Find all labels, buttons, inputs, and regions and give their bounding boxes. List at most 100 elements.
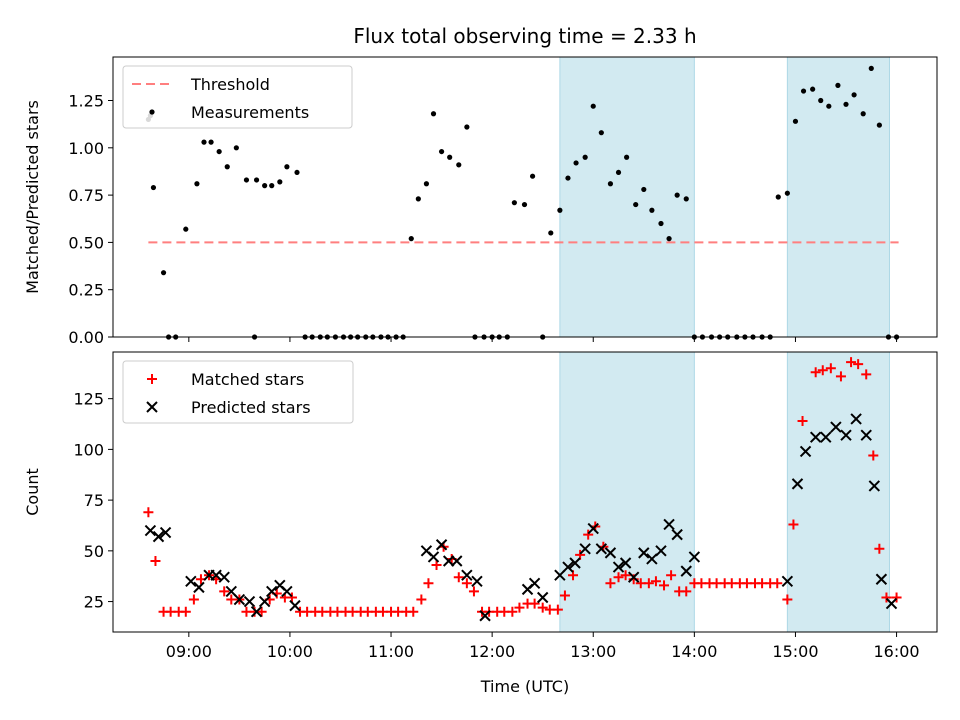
y-tick-label: 1.00 <box>68 139 104 158</box>
matched-star-point <box>529 598 540 609</box>
predicted-star-point <box>595 543 608 555</box>
matched-star-point <box>782 594 793 605</box>
matched-star-point <box>810 367 821 378</box>
predicted-star-point <box>875 573 888 585</box>
measurement-point <box>851 92 857 98</box>
x-tick-label: 10:00 <box>267 642 313 661</box>
predicted-star-point <box>619 557 632 569</box>
predicted-star-point <box>427 551 440 563</box>
matched-star-point <box>559 590 570 601</box>
measurement-point <box>582 154 588 160</box>
predicted-star-point <box>471 575 483 587</box>
measurement-point <box>633 201 639 208</box>
matched-star-point <box>431 560 442 571</box>
predicted-star-point <box>579 543 591 555</box>
measurement-point <box>201 139 207 145</box>
predicted-star-point <box>528 577 541 590</box>
matched-star-point <box>835 371 846 382</box>
measurement-point <box>565 175 571 181</box>
y-tick-label: 75 <box>84 491 104 510</box>
y-tick-label: 125 <box>73 390 104 409</box>
matched-star-point <box>537 602 548 613</box>
measurement-point <box>792 118 799 124</box>
predicted-star-point <box>840 429 852 441</box>
legend-matched-label: Matched stars <box>191 370 304 389</box>
predicted-star-point <box>627 571 640 583</box>
y-tick-label: 0.25 <box>68 281 104 300</box>
matched-star-point <box>788 519 799 530</box>
bottom-panel: 25 50 75 100 125 09:00 10:00 11:00 12:00 13:00 14:… <box>23 351 938 661</box>
measurement-point <box>277 179 283 185</box>
predicted-star-point <box>451 555 463 567</box>
matched-star-point <box>423 578 434 589</box>
matched-star-point <box>514 602 525 613</box>
measurement-point <box>666 236 672 242</box>
matched-star-point <box>650 576 661 587</box>
predicted-star-point <box>688 551 701 563</box>
measurement-point <box>775 194 781 200</box>
predicted-star-point <box>152 530 165 543</box>
measurement-point <box>150 184 157 191</box>
y-tick-label: 0.00 <box>68 328 104 347</box>
predicted-star-point <box>258 595 271 608</box>
matched-star-point <box>256 606 267 617</box>
chart-title: Flux total observing time = 2.33 h <box>353 24 696 48</box>
y-tick-label: 100 <box>73 440 104 459</box>
legend-measurement-swatch <box>149 109 155 115</box>
x-tick-label: 16:00 <box>874 642 920 661</box>
measurement-point <box>216 148 222 155</box>
measurement-point <box>262 183 268 189</box>
plot-area <box>143 357 902 622</box>
shaded-region-2 <box>786 351 890 633</box>
matched-star-point <box>681 586 692 597</box>
x-tick-label: 15:00 <box>772 642 818 661</box>
legend: Threshold Measurements <box>122 65 353 129</box>
predicted-star-point <box>562 561 574 573</box>
predicted-star-point <box>210 569 222 581</box>
measurement-point <box>615 169 622 176</box>
predicted-star-point <box>680 565 692 577</box>
measurement-point <box>573 160 579 166</box>
matched-star-point <box>772 578 783 589</box>
predicted-star-point <box>569 557 581 569</box>
predicted-star-point <box>250 606 263 618</box>
predicted-star-point <box>536 591 549 604</box>
legend-box <box>122 65 353 129</box>
matched-star-point <box>620 570 631 581</box>
predicted-star-point <box>809 431 822 443</box>
y-tick-label: 0.50 <box>68 233 104 252</box>
x-tick-label: 12:00 <box>469 642 515 661</box>
matched-star-point <box>219 586 230 597</box>
axes-frame <box>112 351 938 633</box>
matched-star-point <box>891 592 902 603</box>
matched-star-point <box>605 578 616 589</box>
x-tick-label: 13:00 <box>570 642 616 661</box>
matched-star-point <box>797 415 808 426</box>
predicted-star-point <box>289 599 301 612</box>
matched-star-point <box>666 570 677 581</box>
predicted-star-point <box>587 522 599 535</box>
measurement-point <box>243 177 250 183</box>
matched-star-point <box>468 586 479 597</box>
matched-star-point <box>817 365 828 376</box>
predicted-star-point <box>479 610 491 622</box>
measurement-point <box>208 139 214 145</box>
measurement-point <box>868 65 874 71</box>
legend-predicted-label: Predicted stars <box>191 398 311 417</box>
measurement-point <box>430 111 437 117</box>
predicted-star-point <box>830 421 842 433</box>
measurement-point <box>456 162 462 168</box>
measurement-point <box>641 186 647 193</box>
predicted-star-point <box>655 545 667 557</box>
legend-matched-swatch <box>147 374 157 384</box>
matched-star-point <box>874 543 885 554</box>
measurement-point <box>607 181 614 187</box>
measurement-point <box>438 148 445 155</box>
matched-star-point <box>143 507 154 518</box>
matched-star-point <box>825 363 836 374</box>
measurement-point <box>843 101 849 107</box>
predicted-star-point <box>461 569 473 581</box>
measurement-point <box>521 201 528 208</box>
predicted-star-point <box>860 429 872 441</box>
